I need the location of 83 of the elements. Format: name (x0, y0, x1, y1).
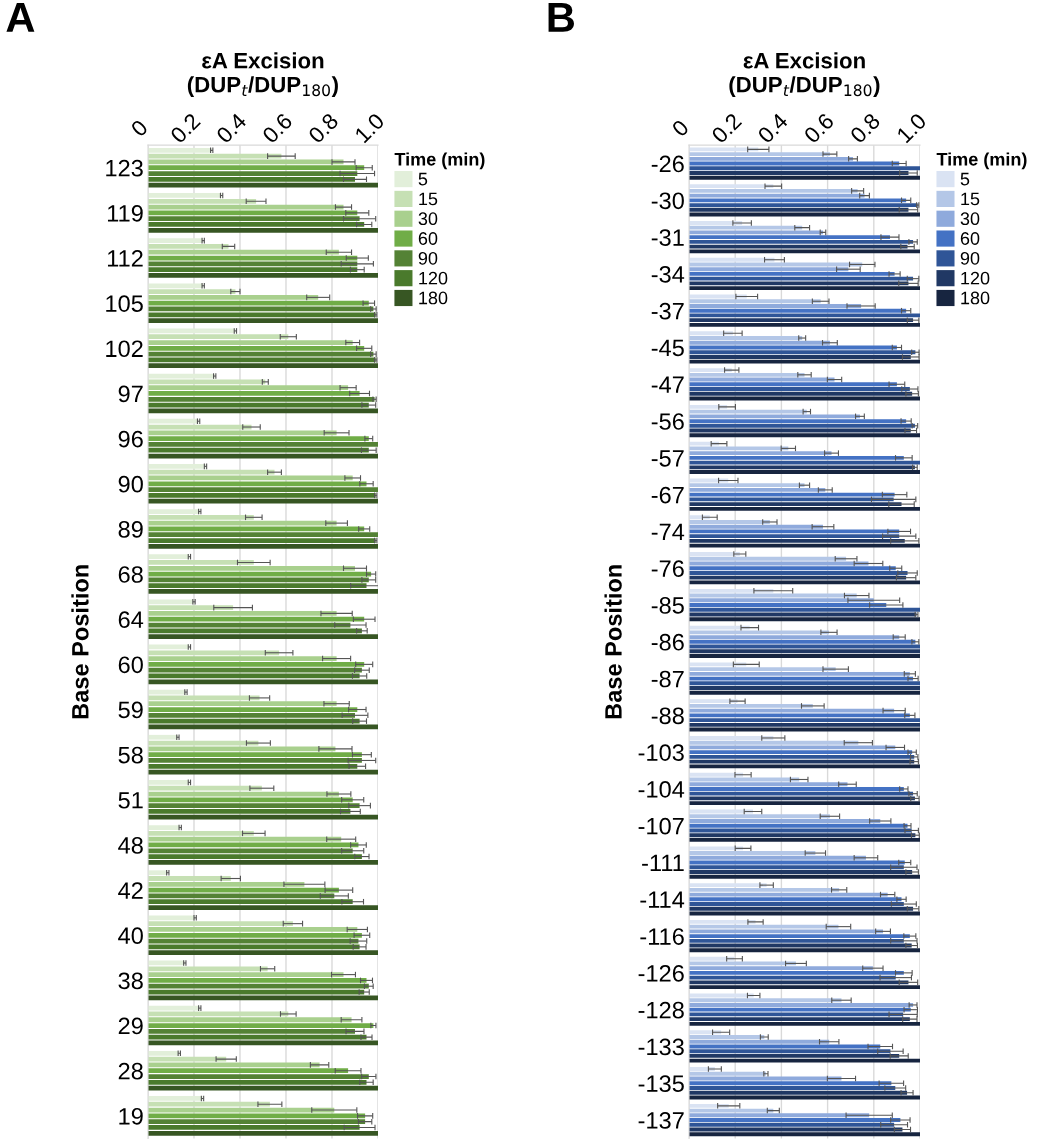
legend-label: 120 (961, 271, 990, 285)
legend-label: 60 (960, 232, 980, 245)
y-tick-label: 123 (106, 159, 143, 177)
y-tick-label: -133 (638, 1038, 684, 1056)
legend-label: 60 (418, 232, 438, 245)
x-tick-label: 0.8 (849, 112, 881, 145)
legend-title: Time (min) (394, 152, 485, 170)
y-tick-label: 90 (118, 475, 143, 493)
y-axis-title: Base Position (604, 565, 622, 719)
legend-label: 5 (418, 172, 428, 186)
x-tick-label: 0.2 (169, 112, 202, 145)
y-tick-label: -67 (651, 486, 684, 504)
y-tick-label: -47 (651, 376, 684, 393)
y-tick-label: 19 (119, 1107, 143, 1125)
x-tick-label: 1.0 (354, 112, 386, 144)
y-tick-label: -30 (651, 192, 684, 210)
y-tick-label: 96 (118, 430, 143, 448)
y-tick-label: 48 (118, 837, 143, 854)
legend-label: 15 (961, 192, 980, 206)
legend-title: Time (min) (936, 152, 1027, 170)
legend-label: 30 (418, 212, 438, 226)
y-tick-label: 119 (107, 204, 143, 222)
y-tick-label: -111 (642, 854, 684, 872)
y-tick-label: 97 (118, 385, 143, 403)
y-tick-label: -34 (651, 265, 685, 283)
legend-label: 90 (418, 251, 438, 265)
legend-label: 180 (419, 291, 448, 305)
y-tick-label: -26 (651, 155, 684, 173)
y-tick-label: 51 (118, 792, 143, 809)
y-tick-label: 64 (118, 611, 144, 629)
x-tick-label: 0.2 (710, 112, 743, 145)
legend-label: 15 (419, 192, 438, 206)
y-tick-label: 102 (106, 340, 143, 358)
legend-label: 5 (960, 172, 970, 186)
y-tick-label: 40 (118, 927, 143, 945)
y-tick-label: -88 (651, 707, 684, 725)
y-tick-label: -76 (651, 560, 684, 578)
y-tick-label: -114 (640, 891, 685, 908)
x-tick-label: 1.0 (896, 112, 928, 144)
y-tick-label: -37 (651, 302, 684, 320)
y-tick-label: -116 (640, 928, 684, 945)
x-tick-label: 0 (671, 118, 690, 138)
y-tick-label: 68 (118, 566, 143, 583)
y-tick-label: 28 (118, 1062, 143, 1080)
y-tick-label: 89 (118, 520, 143, 538)
y-tick-label: -56 (651, 413, 684, 430)
y-tick-label: -85 (651, 597, 684, 614)
y-tick-label: 58 (118, 746, 143, 764)
y-tick-label: -126 (638, 964, 684, 982)
y-tick-label: -107 (638, 817, 684, 835)
x-tick-label: 0.8 (307, 112, 340, 145)
x-tick-label: 0.4 (215, 112, 248, 145)
y-tick-label: 105 (106, 295, 143, 312)
text: A (6, 3, 35, 32)
y-tick-label: -74 (651, 523, 685, 540)
y-tick-label: 59 (118, 701, 143, 719)
x-tick-label: 0.6 (803, 112, 835, 145)
y-tick-label: -137 (638, 1112, 684, 1129)
y-tick-label: -31 (651, 229, 684, 246)
legend-label: 180 (961, 291, 990, 305)
legend-label: 120 (419, 271, 448, 285)
y-axis-title: Base Position (71, 565, 89, 719)
y-tick-label: -103 (638, 744, 684, 761)
y-tick-label: 60 (118, 656, 143, 674)
y-tick-label: -135 (638, 1075, 684, 1093)
y-tick-label: -45 (651, 339, 684, 357)
text: B (548, 3, 574, 32)
x-tick-label: 0.4 (756, 112, 789, 145)
y-tick-label: -86 (651, 633, 684, 651)
x-tick-label: 0 (130, 118, 149, 138)
x-tick-label: 0.6 (261, 112, 294, 145)
y-tick-label: -104 (638, 781, 685, 798)
chart-title: εA Excision (DUP$_{t}$/DUP$_{180}$) (187, 52, 338, 97)
y-tick-label: 38 (118, 972, 143, 990)
y-tick-label: 112 (107, 250, 143, 267)
y-tick-label: 29 (118, 1017, 143, 1035)
y-tick-label: 42 (118, 882, 143, 899)
legend-label: 30 (960, 212, 980, 226)
y-tick-label: -128 (638, 1001, 684, 1019)
y-tick-label: -57 (651, 450, 684, 467)
legend-label: 90 (960, 251, 980, 265)
y-tick-label: -87 (651, 670, 684, 688)
chart-title: εA Excision (DUP$_{t}$/DUP$_{180}$) (729, 52, 880, 97)
